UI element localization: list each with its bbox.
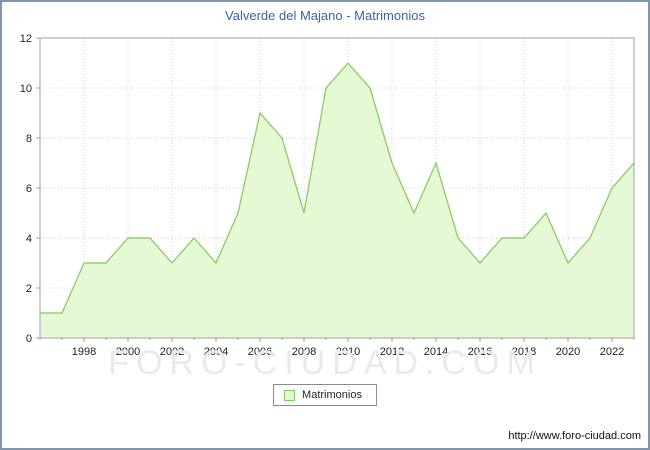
line-series-matrimonios xyxy=(40,61,635,314)
y-tick-label: 4 xyxy=(26,233,32,245)
y-tick-label: 6 xyxy=(26,183,32,195)
y-tick-label: 8 xyxy=(26,133,32,145)
x-tick-label: 2002 xyxy=(160,346,184,358)
x-tick-label: 2016 xyxy=(468,346,492,358)
x-tick-label: 1998 xyxy=(72,346,96,358)
y-tick-label: 0 xyxy=(26,333,32,345)
x-tick-label: 2010 xyxy=(336,346,360,358)
x-tick-label: 2000 xyxy=(116,346,140,358)
x-tick-label: 2004 xyxy=(204,346,228,358)
chart-title: Valverde del Majano - Matrimonios xyxy=(225,8,425,23)
footer-url[interactable]: http://www.foro-ciudad.com xyxy=(508,430,641,442)
x-tick-label: 2018 xyxy=(512,346,536,358)
watermark: FORO-CIUDAD.COM xyxy=(108,344,542,382)
legend: Matrimonios xyxy=(273,384,377,406)
x-tick-label: 2014 xyxy=(424,346,448,358)
legend-label: Matrimonios xyxy=(302,389,362,401)
legend-swatch-icon xyxy=(284,389,296,401)
x-tick-label: 2012 xyxy=(380,346,404,358)
area-series-matrimonios xyxy=(40,63,634,338)
y-tick-label: 12 xyxy=(20,33,32,45)
y-tick-label: 10 xyxy=(20,83,32,95)
x-tick-label: 2020 xyxy=(556,346,580,358)
y-tick-label: 2 xyxy=(26,283,32,295)
x-tick-label: 2008 xyxy=(292,346,316,358)
x-tick-label: 2022 xyxy=(600,346,624,358)
x-tick-label: 2006 xyxy=(248,346,272,358)
